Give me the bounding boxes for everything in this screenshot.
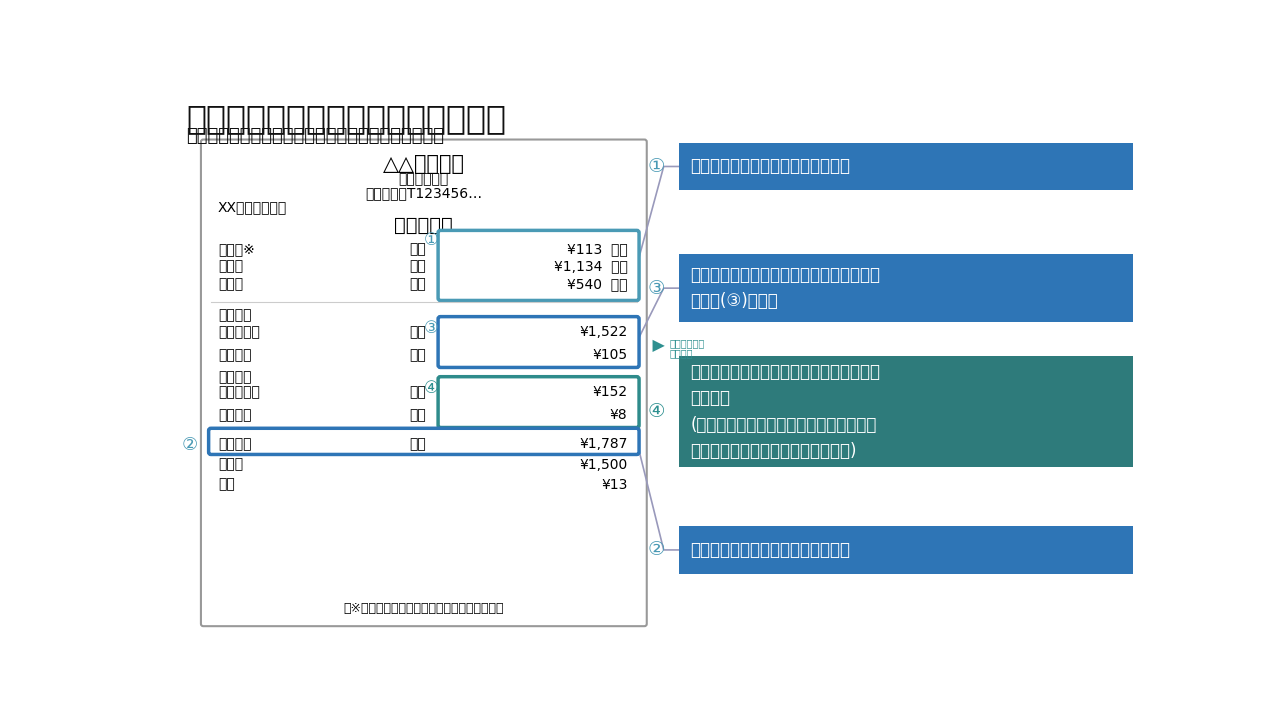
- Text: ③: ③: [424, 319, 439, 337]
- Text: たばこ: たばこ: [219, 277, 243, 292]
- Text: コーラ※: コーラ※: [219, 242, 256, 256]
- Text: 東京都・・・: 東京都・・・: [399, 173, 449, 186]
- Text: 「税込の小売定価」を合計した金額: 「税込の小売定価」を合計した金額: [691, 541, 851, 559]
- Text: 「税率の異なるごとの税抜価額」を合計し
た金額(③)を表示: 「税率の異なるごとの税抜価額」を合計し た金額(③)を表示: [691, 266, 881, 310]
- Text: ③: ③: [648, 279, 664, 297]
- Text: 《税込価格を税抜化しない適格簡易請求書の記載例》: 《税込価格を税抜化しない適格簡易請求書の記載例》: [187, 127, 444, 145]
- Text: 税抜価額と税込価額が混在する場合: 税抜価額と税込価額が混在する場合: [187, 102, 507, 135]
- Text: 税抜金額: 税抜金額: [219, 308, 252, 322]
- Text: ¥13: ¥13: [602, 477, 627, 492]
- Text: １０％対象: １０％対象: [219, 385, 261, 399]
- Text: ¥113  税込: ¥113 税込: [567, 242, 627, 256]
- Text: ④: ④: [424, 379, 439, 397]
- Text: 登録番号　T123456…: 登録番号 T123456…: [365, 186, 483, 200]
- FancyBboxPatch shape: [201, 140, 646, 626]
- Text: １点: １点: [408, 242, 426, 256]
- Text: ＜領収書＞: ＜領収書＞: [394, 216, 453, 235]
- Text: １０％対象: １０％対象: [219, 325, 261, 339]
- Text: ¥1,500: ¥1,500: [580, 457, 627, 472]
- FancyBboxPatch shape: [680, 143, 1133, 190]
- Text: ２点: ２点: [408, 325, 426, 339]
- Text: 上記の合計額: 上記の合計額: [669, 338, 705, 348]
- FancyBboxPatch shape: [680, 356, 1133, 467]
- FancyBboxPatch shape: [680, 254, 1133, 322]
- Text: ８％対象: ８％対象: [219, 348, 252, 362]
- Text: ２点: ２点: [408, 385, 426, 399]
- Text: １点: １点: [408, 408, 426, 422]
- Text: ¥1,787: ¥1,787: [579, 437, 627, 451]
- Text: 「※」は軽減税率対象品目である事を示します: 「※」は軽減税率対象品目である事を示します: [343, 603, 504, 616]
- Text: ②: ②: [182, 436, 197, 454]
- Text: ②: ②: [648, 541, 664, 559]
- Text: 消費税額: 消費税額: [219, 370, 252, 384]
- Text: から算出: から算出: [669, 348, 694, 358]
- Text: ８％対象: ８％対象: [219, 408, 252, 422]
- Text: １点: １点: [408, 348, 426, 362]
- Text: ¥8: ¥8: [609, 408, 627, 422]
- Text: ④: ④: [648, 402, 664, 420]
- Text: ビール: ビール: [219, 260, 243, 274]
- Text: １点: １点: [408, 277, 426, 292]
- Text: お釣: お釣: [219, 477, 236, 492]
- Text: 消費税額の計算は、上記税率ごとの合計額
から算出
(端数処理は一の適格簡易請求書につき税
率ごとに１回である必要があります): 消費税額の計算は、上記税率ごとの合計額 から算出 (端数処理は一の適格簡易請求書…: [691, 363, 881, 460]
- Text: １点: １点: [408, 260, 426, 274]
- Text: XX年１１月２日: XX年１１月２日: [218, 200, 287, 215]
- FancyBboxPatch shape: [438, 230, 639, 300]
- Text: ①: ①: [648, 157, 664, 176]
- Text: ¥1,134  税込: ¥1,134 税込: [554, 260, 627, 274]
- Text: △△スーパー: △△スーパー: [383, 154, 465, 174]
- FancyBboxPatch shape: [438, 317, 639, 367]
- Text: お預り: お預り: [219, 457, 243, 472]
- Text: ¥152: ¥152: [593, 385, 627, 399]
- Text: ¥105: ¥105: [593, 348, 627, 362]
- Text: ３点: ３点: [408, 437, 426, 451]
- Text: ¥540  税込: ¥540 税込: [567, 277, 627, 292]
- Text: 合計金額: 合計金額: [219, 437, 252, 451]
- Text: ①: ①: [424, 231, 439, 249]
- Text: ¥1,522: ¥1,522: [580, 325, 627, 339]
- FancyBboxPatch shape: [209, 428, 639, 454]
- Text: 「税込の小売定価」を税抜化しない: 「税込の小売定価」を税抜化しない: [691, 158, 851, 176]
- FancyBboxPatch shape: [680, 526, 1133, 574]
- FancyBboxPatch shape: [438, 377, 639, 428]
